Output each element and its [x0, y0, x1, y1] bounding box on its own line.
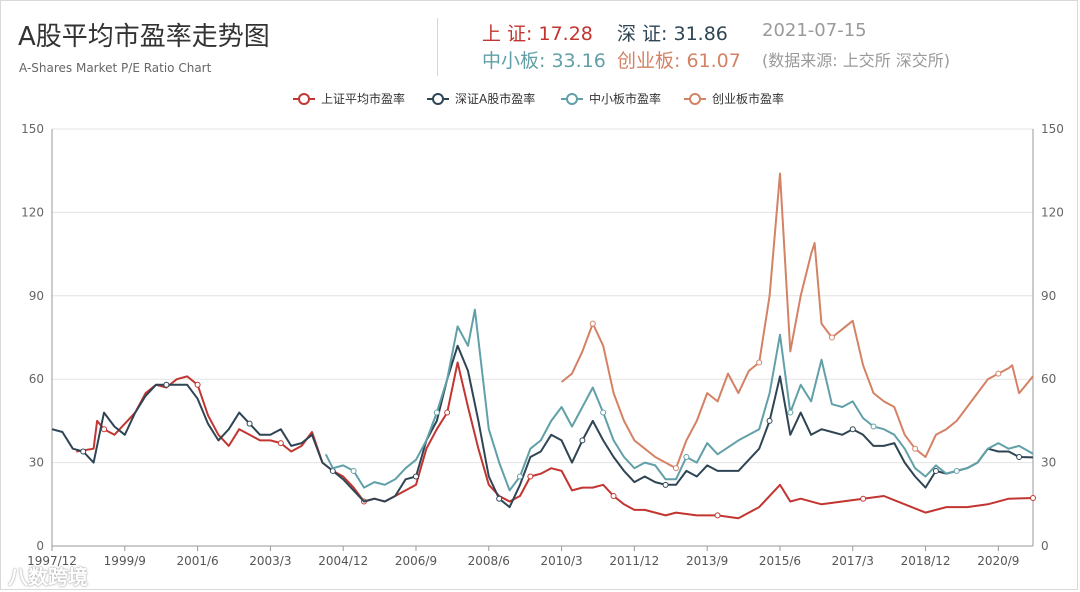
series-point-0 — [527, 473, 534, 480]
stat-chinext-value: 61.07 — [686, 50, 741, 72]
series-point-2 — [516, 473, 523, 480]
y-tick-label-right: 0 — [1041, 539, 1049, 553]
y-tick-label-left: 90 — [29, 289, 44, 303]
x-tick-label: 1999/9 — [104, 554, 146, 568]
stat-shanghai-label: 上 证 — [482, 23, 527, 45]
x-tick-label: 1997/12 — [27, 554, 77, 568]
series-point-1 — [163, 381, 170, 388]
series-line-3 — [560, 172, 1034, 470]
stat-shenzhen-value: 31.86 — [673, 23, 728, 45]
series-point-1 — [246, 420, 253, 427]
legend-marker-0 — [298, 93, 310, 105]
series-point-2 — [433, 409, 440, 416]
series-line-1 — [51, 344, 1034, 509]
x-tick-label: 2006/9 — [395, 554, 437, 568]
series-point-3 — [828, 334, 835, 341]
legend-label-0: 上证平均市盈率 — [321, 91, 405, 106]
series-point-0 — [277, 440, 284, 447]
series-point-3 — [995, 370, 1002, 377]
series-point-1 — [766, 417, 773, 424]
y-tick-label-right: 30 — [1041, 456, 1056, 470]
x-tick-label: 2001/6 — [176, 554, 218, 568]
stat-sme-board: 中小板: 33.16 — [482, 50, 606, 72]
series-point-0 — [610, 492, 617, 499]
y-tick-label-left: 60 — [29, 372, 44, 386]
y-tick-label-right: 90 — [1041, 289, 1056, 303]
stat-shanghai: 上 证: 17.28 — [482, 23, 593, 45]
legend-label-2: 中小板市盈率 — [589, 91, 661, 106]
stat-chinext-label: 创业板 — [617, 50, 675, 72]
series-point-0 — [1030, 494, 1036, 501]
series-point-1 — [1016, 454, 1023, 461]
chart-title: A股平均市盈率走势图 — [18, 22, 270, 52]
series-point-1 — [412, 473, 419, 480]
series-point-2 — [600, 409, 607, 416]
series-point-1 — [662, 481, 669, 488]
legend-marker-2 — [566, 93, 578, 105]
y-tick-label-left: 30 — [29, 456, 44, 470]
series-point-2 — [870, 423, 877, 430]
series-point-0 — [444, 409, 451, 416]
stat-shenzhen: 深 证: 31.86 — [617, 23, 728, 45]
y-tick-label-right: 120 — [1041, 205, 1064, 219]
legend-marker-1 — [432, 93, 444, 105]
series-point-2 — [350, 467, 357, 474]
series-point-1 — [496, 495, 503, 502]
series-point-1 — [849, 426, 856, 433]
x-tick-label: 2017/3 — [832, 554, 874, 568]
series-point-0 — [194, 381, 201, 388]
series-line-0 — [76, 361, 1034, 520]
y-tick-label-left: 120 — [21, 205, 44, 219]
x-tick-label: 2011/12 — [609, 554, 659, 568]
x-tick-label: 2008/6 — [468, 554, 510, 568]
y-tick-label-right: 60 — [1041, 372, 1056, 386]
x-tick-label: 2015/6 — [759, 554, 801, 568]
stat-shanghai-value: 17.28 — [538, 23, 593, 45]
series-point-2 — [787, 409, 794, 416]
series-point-0 — [860, 495, 867, 502]
y-tick-label-right: 150 — [1041, 122, 1064, 136]
series-point-0 — [100, 426, 107, 433]
legend-marker-3 — [689, 93, 701, 105]
header-divider — [437, 18, 438, 76]
legend-label-3: 创业板市盈率 — [712, 91, 784, 106]
series-point-3 — [756, 359, 763, 366]
series-point-3 — [912, 445, 919, 452]
series-point-3 — [589, 320, 596, 327]
series-point-1 — [932, 467, 939, 474]
watermark-logo: 八数跨境 — [8, 565, 88, 589]
x-tick-label: 2003/3 — [249, 554, 291, 568]
x-tick-label: 2013/9 — [686, 554, 728, 568]
series-point-1 — [80, 448, 87, 455]
series-point-0 — [714, 512, 721, 519]
series-point-2 — [683, 454, 690, 461]
data-source: (数据来源: 上交所 深交所) — [762, 51, 951, 70]
stat-chinext: 创业板: 61.07 — [617, 50, 741, 72]
stat-shenzhen-label: 深 证 — [617, 23, 662, 45]
x-tick-label: 2010/3 — [540, 554, 582, 568]
y-tick-label-left: 150 — [21, 122, 44, 136]
series-point-3 — [672, 465, 679, 472]
x-tick-label: 2020/9 — [977, 554, 1019, 568]
stat-sme-board-label: 中小板 — [482, 50, 540, 72]
y-tick-label-left: 0 — [36, 539, 44, 553]
legend-label-1: 深证A股市盈率 — [455, 91, 535, 106]
x-tick-label: 2004/12 — [318, 554, 368, 568]
chart-subtitle: A-Shares Market P/E Ratio Chart — [19, 61, 212, 75]
stat-sme-board-value: 33.16 — [551, 50, 606, 72]
series-point-1 — [579, 437, 586, 444]
series-line-2 — [324, 308, 1034, 492]
x-tick-label: 2018/12 — [901, 554, 951, 568]
series-point-2 — [953, 467, 960, 474]
data-date: 2021-07-15 — [762, 20, 867, 41]
